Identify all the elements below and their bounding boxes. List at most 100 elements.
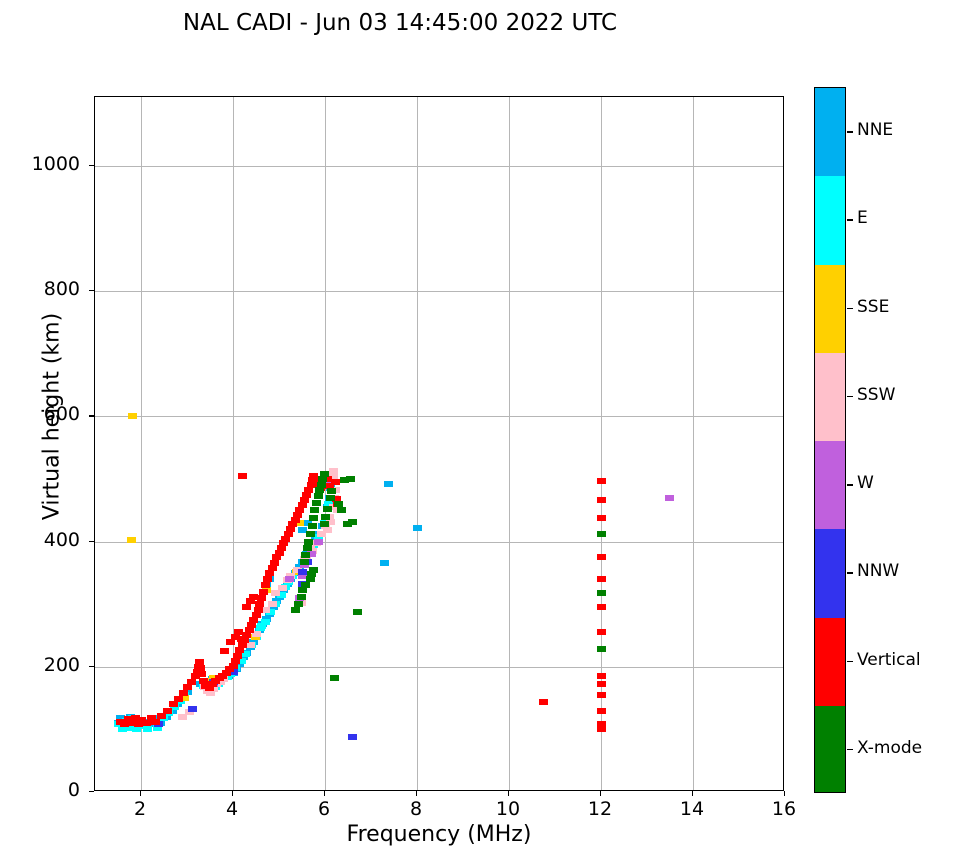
echo-marker xyxy=(235,647,245,654)
x-gridline xyxy=(233,97,234,790)
echo-marker xyxy=(272,598,282,605)
echo-marker xyxy=(309,472,318,479)
y-tick-label: 800 xyxy=(43,278,80,301)
echo-marker xyxy=(266,608,276,615)
echo-marker xyxy=(233,652,243,659)
echo-marker xyxy=(307,547,317,554)
echo-marker xyxy=(192,668,202,675)
echo-marker xyxy=(283,531,293,538)
echo-marker xyxy=(322,527,332,534)
echo-marker xyxy=(316,482,326,489)
x-gridline xyxy=(509,97,510,790)
echo-marker xyxy=(276,591,286,598)
colorbar-band-x-mode[interactable] xyxy=(815,705,845,792)
echo-marker xyxy=(251,612,261,619)
plot-area[interactable] xyxy=(94,96,784,791)
echo-marker xyxy=(328,468,338,475)
echo-marker xyxy=(244,627,254,634)
echo-marker xyxy=(596,673,606,680)
echo-marker xyxy=(276,544,286,551)
colorbar-tick xyxy=(847,131,853,133)
x-gridline xyxy=(693,97,694,790)
echo-marker xyxy=(596,629,606,636)
echo-marker xyxy=(292,566,302,573)
echo-marker xyxy=(246,622,256,629)
echo-marker xyxy=(230,633,240,640)
echo-marker xyxy=(327,475,337,482)
echo-marker xyxy=(596,604,606,611)
echo-marker xyxy=(306,551,316,558)
echo-marker xyxy=(205,690,215,697)
echo-marker xyxy=(178,690,188,697)
echo-marker xyxy=(336,507,346,514)
colorbar-band-nnw[interactable] xyxy=(815,529,845,618)
echo-marker xyxy=(128,413,138,420)
echo-marker xyxy=(326,494,336,501)
echo-marker xyxy=(146,715,156,722)
x-tick-label: 14 xyxy=(679,798,705,820)
echo-marker xyxy=(284,576,294,583)
y-tick-mark xyxy=(89,415,94,417)
x-tick-mark xyxy=(416,791,418,796)
echo-marker xyxy=(303,544,313,551)
echo-marker xyxy=(324,500,334,507)
azimuth-colorbar[interactable] xyxy=(814,87,846,793)
echo-marker xyxy=(257,594,267,601)
echo-marker xyxy=(190,673,200,680)
colorbar-band-nne[interactable] xyxy=(815,88,845,177)
echo-marker xyxy=(238,654,248,661)
echo-marker xyxy=(249,593,259,600)
echo-marker xyxy=(278,584,288,591)
echo-marker xyxy=(304,538,314,545)
echo-marker xyxy=(309,514,318,521)
echo-marker xyxy=(269,559,279,566)
y-gridline xyxy=(95,291,783,293)
echo-marker xyxy=(306,482,316,489)
echo-marker xyxy=(290,607,300,614)
echo-marker xyxy=(345,475,355,482)
echo-marker xyxy=(596,589,606,596)
echo-marker xyxy=(131,726,141,733)
echo-marker xyxy=(263,576,272,583)
echo-marker xyxy=(130,715,140,722)
echo-marker xyxy=(188,706,198,713)
echo-marker xyxy=(301,582,311,589)
echo-marker xyxy=(249,617,259,624)
echo-marker xyxy=(237,472,247,479)
colorbar-band-vertical[interactable] xyxy=(815,617,845,706)
echo-marker xyxy=(236,657,246,664)
echo-marker xyxy=(197,671,207,678)
echo-marker xyxy=(297,527,307,534)
echo-marker xyxy=(329,675,339,682)
echo-marker xyxy=(302,491,312,498)
echo-marker xyxy=(174,696,184,703)
echo-marker xyxy=(301,552,311,559)
x-tick-mark xyxy=(324,791,326,796)
echo-marker xyxy=(334,500,344,507)
x-tick-mark xyxy=(784,791,786,796)
colorbar-band-e[interactable] xyxy=(815,176,845,265)
colorbar-label-e: E xyxy=(857,208,868,229)
colorbar-band-w[interactable] xyxy=(815,441,845,530)
echo-marker xyxy=(327,488,337,495)
colorbar-band-sse[interactable] xyxy=(815,264,845,353)
echo-marker xyxy=(173,701,183,708)
echo-marker xyxy=(138,723,148,730)
colorbar-band-ssw[interactable] xyxy=(815,352,845,441)
echo-marker xyxy=(143,726,153,733)
y-gridline xyxy=(95,666,783,668)
echo-marker xyxy=(236,635,246,642)
echo-marker xyxy=(195,658,205,665)
echo-marker xyxy=(539,699,548,706)
echo-marker xyxy=(120,721,130,728)
echo-marker xyxy=(127,720,137,727)
echo-marker xyxy=(242,632,252,639)
x-tick-label: 6 xyxy=(317,798,331,820)
colorbar-label-sse: SSE xyxy=(857,296,890,317)
echo-marker xyxy=(286,572,295,579)
echo-marker xyxy=(183,683,193,690)
echo-marker xyxy=(295,519,305,526)
echo-marker xyxy=(295,507,305,514)
echo-marker xyxy=(596,707,606,714)
echo-marker xyxy=(123,716,133,723)
